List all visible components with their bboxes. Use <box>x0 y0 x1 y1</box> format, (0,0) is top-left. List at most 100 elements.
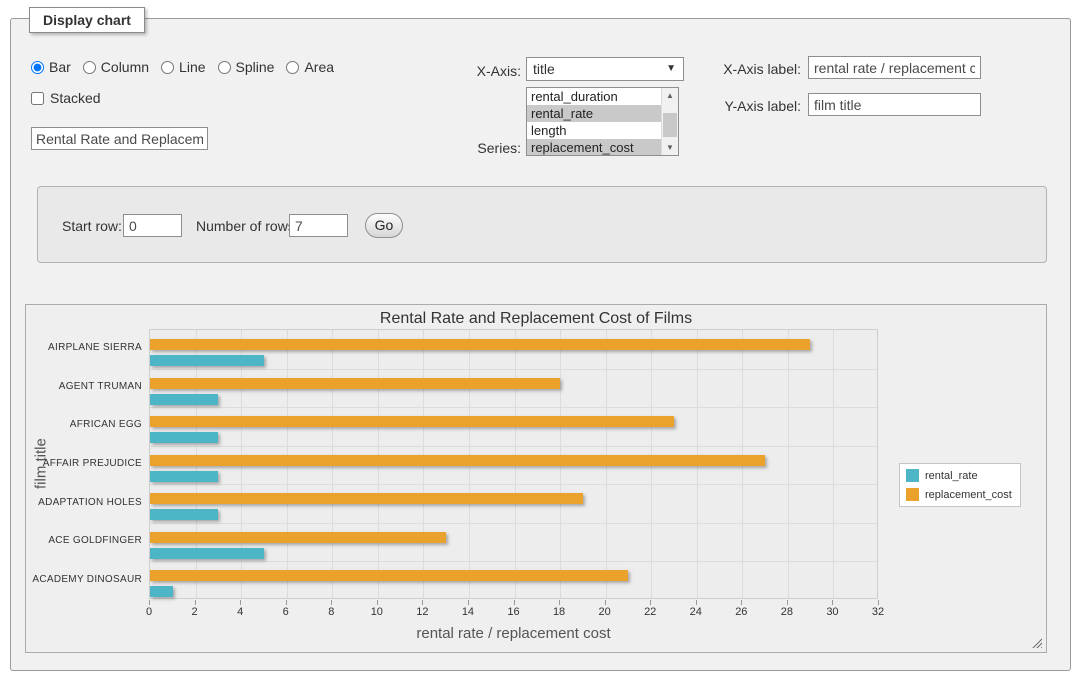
scroll-down-icon[interactable]: ▼ <box>662 140 678 155</box>
stacked-label: Stacked <box>50 90 101 106</box>
bar-replacement_cost-ace-goldfinger[interactable] <box>150 532 446 543</box>
legend-label: replacement_cost <box>925 489 1012 501</box>
tick-label: 0 <box>134 606 164 618</box>
number-of-rows-input[interactable] <box>289 214 348 237</box>
tick-mark <box>832 600 833 605</box>
radio-bar[interactable] <box>31 61 44 74</box>
category-label: ACE GOLDFINGER <box>32 535 142 546</box>
xaxis-select-value: title <box>533 61 555 77</box>
tick-label: 10 <box>362 606 392 618</box>
radio-spline[interactable] <box>218 61 231 74</box>
xaxis-label-label: X-Axis label: <box>713 61 801 77</box>
bar-rental_rate-affair-prejudice[interactable] <box>150 471 218 482</box>
xaxis-label-input[interactable] <box>808 56 981 79</box>
tick-label: 30 <box>817 606 847 618</box>
chart-type-radio-spline[interactable]: Spline <box>218 59 275 75</box>
series-option-rental_duration[interactable]: rental_duration <box>527 88 661 105</box>
tick-mark <box>741 600 742 605</box>
tick-label: 8 <box>316 606 346 618</box>
series-option-rental_rate[interactable]: rental_rate <box>527 105 661 122</box>
bar-rental_rate-african-egg[interactable] <box>150 432 218 443</box>
category-label: AFFAIR PREJUDICE <box>32 458 142 469</box>
radio-label-line: Line <box>179 59 205 75</box>
category-label: AGENT TRUMAN <box>32 381 142 392</box>
bar-replacement_cost-agent-truman[interactable] <box>150 378 560 389</box>
radio-line[interactable] <box>161 61 174 74</box>
tick-mark <box>286 600 287 605</box>
gridline <box>150 561 877 562</box>
tick-mark <box>696 600 697 605</box>
tick-label: 14 <box>453 606 483 618</box>
chart-title: Rental Rate and Replacement Cost of Film… <box>26 310 1046 328</box>
rows-panel: Start row: Number of rows: Go <box>37 186 1047 263</box>
legend-label: rental_rate <box>925 470 978 482</box>
tick-mark <box>195 600 196 605</box>
radio-area[interactable] <box>286 61 299 74</box>
category-label: ACADEMY DINOSAUR <box>32 574 142 585</box>
bar-replacement_cost-african-egg[interactable] <box>150 416 674 427</box>
tick-mark <box>559 600 560 605</box>
tick-mark <box>605 600 606 605</box>
go-button[interactable]: Go <box>365 213 403 238</box>
chart-type-radio-column[interactable]: Column <box>83 59 149 75</box>
legend-item-rental_rate[interactable]: rental_rate <box>906 469 1012 482</box>
chart-type-radio-bar[interactable]: Bar <box>31 59 71 75</box>
radio-label-column: Column <box>101 59 149 75</box>
tick-label: 12 <box>407 606 437 618</box>
bar-rental_rate-ace-goldfinger[interactable] <box>150 548 264 559</box>
gridline <box>150 407 877 408</box>
stacked-checkbox[interactable] <box>31 92 44 105</box>
gridline <box>788 330 789 598</box>
tick-label: 16 <box>499 606 529 618</box>
start-row-input[interactable] <box>123 214 182 237</box>
chart-title-input[interactable] <box>31 127 208 150</box>
tick-mark <box>377 600 378 605</box>
chart-container: Rental Rate and Replacement Cost of Film… <box>25 304 1047 653</box>
legend-swatch-replacement_cost <box>906 488 919 501</box>
chart-type-radio-group: Bar Column Line Spline Area <box>31 59 334 75</box>
scrollbar[interactable]: ▲ ▼ <box>661 88 678 155</box>
x-axis-title: rental rate / replacement cost <box>149 625 878 642</box>
bar-replacement_cost-airplane-sierra[interactable] <box>150 339 810 350</box>
bar-rental_rate-agent-truman[interactable] <box>150 394 218 405</box>
series-label: Series: <box>441 140 521 156</box>
series-option-list: rental_durationrental_ratelengthreplacem… <box>527 88 661 156</box>
chevron-down-icon: ▼ <box>666 58 676 80</box>
start-row-label: Start row: <box>62 218 122 234</box>
tick-mark <box>650 600 651 605</box>
bar-replacement_cost-affair-prejudice[interactable] <box>150 455 765 466</box>
series-option-replacement_cost[interactable]: replacement_cost <box>527 139 661 156</box>
bar-rental_rate-airplane-sierra[interactable] <box>150 355 264 366</box>
tick-label: 32 <box>863 606 893 618</box>
series-multiselect[interactable]: rental_durationrental_ratelengthreplacem… <box>526 87 679 156</box>
chart-type-radio-line[interactable]: Line <box>161 59 205 75</box>
bar-replacement_cost-academy-dinosaur[interactable] <box>150 570 628 581</box>
bar-rental_rate-academy-dinosaur[interactable] <box>150 586 173 597</box>
scrollbar-thumb[interactable] <box>663 113 677 137</box>
tick-label: 26 <box>726 606 756 618</box>
series-option-length[interactable]: length <box>527 122 661 139</box>
legend-item-replacement_cost[interactable]: replacement_cost <box>906 488 1012 501</box>
tick-mark <box>787 600 788 605</box>
radio-label-area: Area <box>304 59 334 75</box>
gridline <box>150 369 877 370</box>
tick-mark <box>878 600 879 605</box>
bar-replacement_cost-adaptation-holes[interactable] <box>150 493 583 504</box>
display-chart-panel: Display chart BarColumnLineSplineArea St… <box>10 18 1071 671</box>
legend-swatch-rental_rate <box>906 469 919 482</box>
tick-mark <box>468 600 469 605</box>
page: Display chart BarColumnLineSplineArea St… <box>0 0 1081 681</box>
tick-label: 22 <box>635 606 665 618</box>
resize-handle-icon[interactable] <box>1031 637 1042 648</box>
category-label: AFRICAN EGG <box>32 419 142 430</box>
tick-label: 6 <box>271 606 301 618</box>
tick-label: 20 <box>590 606 620 618</box>
scroll-up-icon[interactable]: ▲ <box>662 88 678 103</box>
bar-rental_rate-adaptation-holes[interactable] <box>150 509 218 520</box>
xaxis-select[interactable]: title ▼ <box>526 57 684 81</box>
stacked-checkbox-row[interactable]: Stacked <box>31 90 101 106</box>
radio-label-bar: Bar <box>49 59 71 75</box>
yaxis-label-input[interactable] <box>808 93 981 116</box>
chart-type-radio-area[interactable]: Area <box>286 59 334 75</box>
radio-column[interactable] <box>83 61 96 74</box>
